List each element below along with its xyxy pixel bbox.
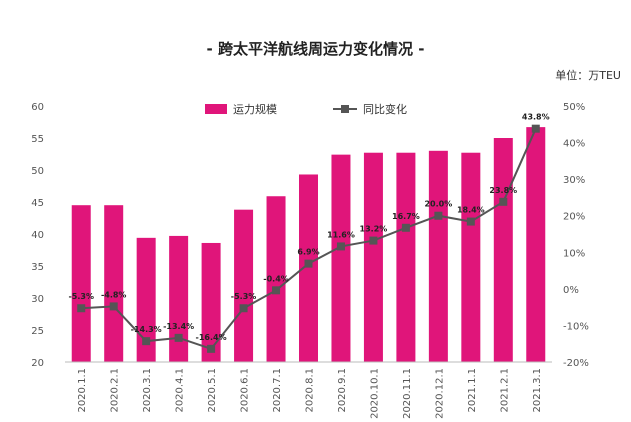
line-marker bbox=[304, 259, 313, 268]
line-marker bbox=[466, 217, 475, 226]
data-label: -14.3% bbox=[131, 325, 162, 334]
x-tick-label: 2020.4.1 bbox=[175, 368, 186, 413]
y2-tick-label: -20% bbox=[563, 358, 589, 369]
bar bbox=[104, 205, 124, 362]
x-tick-label: 2020.6.1 bbox=[240, 368, 251, 413]
data-label: 23.8% bbox=[489, 186, 517, 195]
bar bbox=[136, 237, 156, 362]
y2-tick-label: 50% bbox=[563, 102, 585, 113]
bar bbox=[201, 242, 221, 362]
data-label: -5.3% bbox=[231, 292, 257, 301]
data-label: -13.4% bbox=[163, 322, 194, 331]
x-tick-label: 2020.10.1 bbox=[369, 368, 380, 419]
y-tick-label: 55 bbox=[31, 134, 44, 145]
line-marker bbox=[207, 344, 216, 353]
x-tick-label: 2020.5.1 bbox=[207, 368, 218, 413]
y2-tick-label: -10% bbox=[563, 321, 589, 332]
x-tick-label: 2020.12.1 bbox=[434, 368, 445, 419]
legend-bar-swatch bbox=[205, 104, 227, 114]
bar bbox=[169, 235, 189, 362]
legend-line-label: 同比变化 bbox=[363, 102, 407, 116]
y-tick-label: 50 bbox=[31, 166, 44, 177]
y2-tick-label: 40% bbox=[563, 139, 585, 150]
line-marker bbox=[142, 337, 151, 346]
bar bbox=[461, 152, 481, 362]
data-label: 18.4% bbox=[457, 206, 485, 215]
line-marker bbox=[77, 304, 86, 313]
x-tick-label: 2020.11.1 bbox=[402, 368, 413, 419]
y2-tick-label: 0% bbox=[563, 285, 579, 296]
x-tick-label: 2020.7.1 bbox=[272, 368, 283, 413]
data-label: 20.0% bbox=[424, 200, 452, 209]
bar bbox=[299, 174, 318, 362]
bar bbox=[526, 127, 546, 363]
line-marker bbox=[499, 197, 508, 206]
y2-tick-label: 10% bbox=[563, 248, 585, 259]
bar bbox=[234, 209, 254, 362]
y-tick-label: 25 bbox=[31, 326, 44, 337]
y-tick-label: 35 bbox=[31, 262, 44, 273]
bar bbox=[428, 150, 448, 362]
y-tick-label: 40 bbox=[31, 230, 44, 241]
chart-title: - 跨太平洋航线周运力变化情况 - bbox=[206, 40, 425, 58]
line-marker bbox=[369, 236, 378, 245]
data-label: 6.9% bbox=[297, 248, 319, 257]
data-label: 43.8% bbox=[522, 113, 550, 122]
legend-line-marker bbox=[341, 105, 349, 113]
y2-tick-label: 30% bbox=[563, 175, 585, 186]
data-label: -0.4% bbox=[263, 274, 289, 283]
x-tick-label: 2020.1.1 bbox=[77, 368, 88, 413]
data-label: 13.2% bbox=[360, 225, 388, 234]
y-tick-label: 30 bbox=[31, 294, 44, 305]
x-tick-label: 2021.1.1 bbox=[467, 368, 478, 413]
bar bbox=[493, 138, 513, 362]
bar bbox=[331, 154, 351, 362]
unit-label: 单位：万TEU bbox=[555, 69, 621, 82]
x-tick-label: 2021.3.1 bbox=[532, 368, 543, 413]
y-tick-label: 20 bbox=[31, 358, 44, 369]
bar bbox=[71, 205, 91, 362]
line-marker bbox=[272, 286, 281, 295]
x-tick-label: 2021.2.1 bbox=[499, 368, 510, 413]
line-marker bbox=[531, 124, 540, 133]
bar bbox=[266, 196, 286, 362]
y-tick-label: 45 bbox=[31, 198, 44, 209]
y-tick-label: 60 bbox=[31, 102, 44, 113]
x-tick-label: 2020.9.1 bbox=[337, 368, 348, 413]
line-marker bbox=[336, 242, 345, 251]
line-marker bbox=[401, 223, 410, 232]
line-marker bbox=[239, 304, 248, 313]
legend-bar-label: 运力规模 bbox=[233, 102, 277, 116]
y2-tick-label: 20% bbox=[563, 212, 585, 223]
x-tick-label: 2020.8.1 bbox=[305, 368, 316, 413]
line-marker bbox=[174, 333, 183, 342]
data-label: 11.6% bbox=[327, 230, 355, 239]
data-label: -5.3% bbox=[68, 292, 94, 301]
line-marker bbox=[434, 211, 443, 220]
x-tick-label: 2020.2.1 bbox=[110, 368, 121, 413]
data-label: -4.8% bbox=[101, 290, 127, 299]
data-label: -16.4% bbox=[196, 333, 227, 342]
bar bbox=[396, 152, 416, 362]
line-marker bbox=[109, 302, 118, 311]
data-label: 16.7% bbox=[392, 212, 420, 221]
x-tick-label: 2020.3.1 bbox=[142, 368, 153, 413]
bar bbox=[363, 152, 383, 362]
